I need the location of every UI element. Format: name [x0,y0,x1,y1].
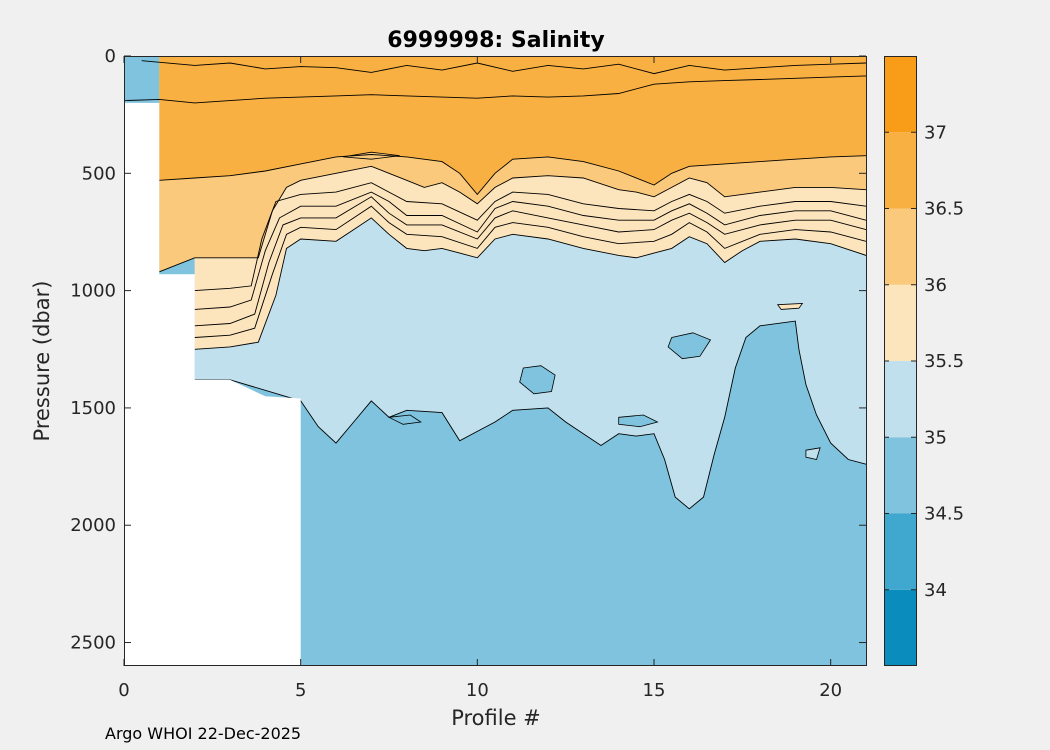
x-tick-label: 20 [819,680,842,701]
chart-title: 6999998: Salinity [387,28,604,53]
footer-credit: Argo WHOI 22-Dec-2025 [105,724,302,743]
contour-island-0 [519,365,556,395]
contour-line-extra-4 [124,75,866,104]
contour-island-4 [387,414,422,425]
colorbar-swatch [884,208,916,285]
contour-island-2 [805,447,821,460]
contour-line-36.0 [159,165,866,273]
contour-line-extra-2 [194,191,866,310]
contour-line-extra-3 [194,182,866,292]
y-tick-label: 500 [82,163,116,184]
colorbar-swatch [884,284,916,361]
contour-line-35.5 [194,217,866,350]
colorbar-swatch [884,437,916,514]
colorbar-tick-label: 35 [924,427,947,448]
x-axis-label: Profile # [451,706,541,730]
plot-frame [124,56,867,666]
x-axis: 0 5 10 15 20 [118,56,842,701]
y-axis-label: Pressure (dbar) [30,281,54,442]
contour-island-5 [343,151,400,160]
colorbar-swatch [884,361,916,438]
plot-area [124,56,866,666]
colorbar-tick-label: 37 [924,122,947,143]
contour-line-36.5 [159,154,866,196]
y-tick-label: 2500 [70,633,116,654]
colorbar-swatch [884,132,916,209]
contour-island-3 [618,414,659,428]
colorbar-tick-label: 36.5 [924,199,964,220]
contour-line-extra-0 [194,205,866,338]
y-axis: 0 500 1000 1500 2000 2500 [70,46,866,654]
contour-layers [124,56,866,666]
x-tick-label: 15 [643,680,666,701]
y-tick-label: 2000 [70,515,116,536]
contour-line-35.0 [194,320,866,510]
colorbar-swatch [884,589,916,666]
contour-line-extra-5 [141,60,866,75]
y-tick-label: 1500 [70,398,116,419]
x-tick-label: 5 [295,680,306,701]
no-data-region [124,102,301,666]
y-tick-label: 1000 [70,281,116,302]
contour-line-extra-1 [194,196,866,327]
colorbar: 34 34.5 35 35.5 36 36.5 37 [884,56,964,666]
y-tick-label: 0 [105,46,116,67]
colorbar-tick-label: 34.5 [924,504,964,525]
x-tick-label: 10 [466,680,489,701]
contour-island-1 [667,332,712,360]
colorbar-swatch [884,56,916,133]
colorbar-tick-label: 35.5 [924,351,964,372]
colorbar-tick-label: 34 [924,580,947,601]
contour-island-6 [776,303,804,310]
x-tick-label: 0 [118,680,129,701]
band-fill-36.5 [124,56,866,195]
colorbar-tick-label: 36 [924,275,947,296]
colorbar-swatch [884,513,916,590]
